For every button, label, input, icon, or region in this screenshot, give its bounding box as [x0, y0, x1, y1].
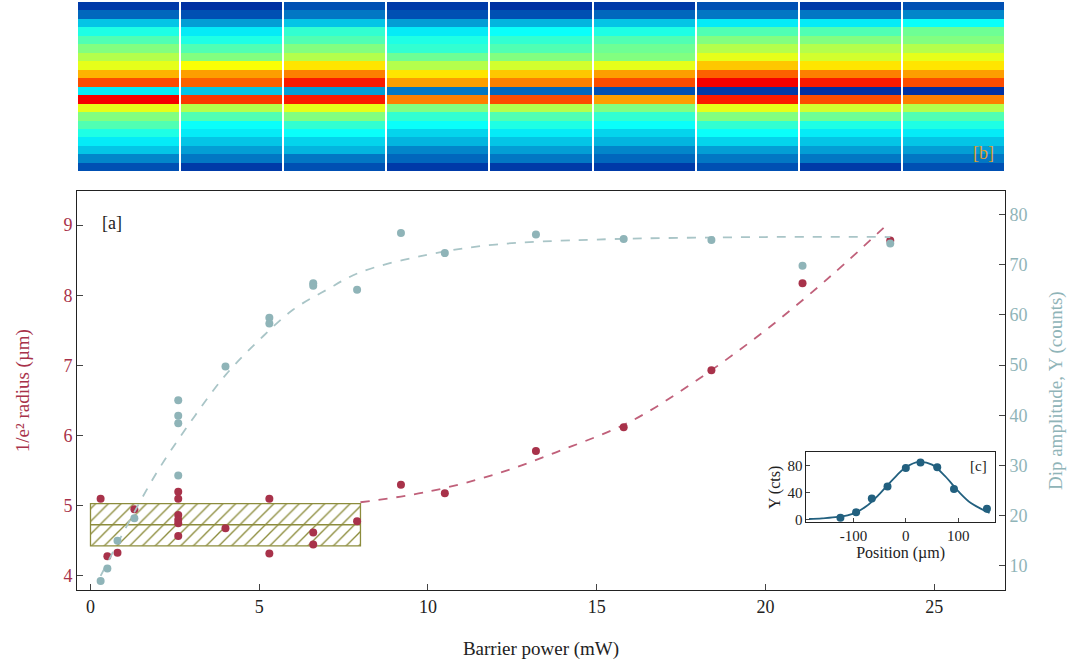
svg-text:5: 5	[63, 496, 72, 516]
svg-text:-100: -100	[840, 528, 868, 544]
svg-text:100: 100	[947, 528, 970, 544]
svg-text:Dip amplitude, Υ (counts): Dip amplitude, Υ (counts)	[1046, 291, 1068, 490]
svg-text:6: 6	[63, 426, 72, 446]
svg-text:0: 0	[795, 512, 803, 528]
svg-text:10: 10	[1010, 556, 1028, 576]
svg-text:80: 80	[1010, 205, 1028, 225]
svg-text:40: 40	[787, 485, 802, 501]
svg-text:[b]: [b]	[973, 143, 994, 163]
svg-text:Barrier power (mW): Barrier power (mW)	[463, 638, 619, 660]
svg-text:10: 10	[419, 597, 437, 617]
svg-text:Υ (cts): Υ (cts)	[766, 466, 784, 509]
svg-text:7: 7	[63, 356, 72, 376]
svg-text:1/e² radius (µm): 1/e² radius (µm)	[12, 329, 34, 452]
svg-text:30: 30	[1010, 456, 1028, 476]
svg-text:4: 4	[63, 566, 72, 586]
svg-text:8: 8	[63, 286, 72, 306]
svg-text:[a]: [a]	[102, 213, 122, 233]
svg-text:50: 50	[1010, 355, 1028, 375]
svg-text:0: 0	[902, 528, 910, 544]
svg-text:20: 20	[1010, 506, 1028, 526]
svg-text:Position (µm): Position (µm)	[856, 544, 945, 562]
svg-text:80: 80	[787, 458, 802, 474]
svg-text:5: 5	[255, 597, 264, 617]
svg-text:70: 70	[1010, 255, 1028, 275]
svg-text:0: 0	[86, 597, 95, 617]
svg-text:40: 40	[1010, 406, 1028, 426]
svg-text:[c]: [c]	[970, 458, 987, 474]
svg-text:20: 20	[756, 597, 774, 617]
svg-text:25: 25	[925, 597, 943, 617]
svg-text:9: 9	[63, 215, 72, 235]
svg-text:15: 15	[588, 597, 606, 617]
svg-text:60: 60	[1010, 305, 1028, 325]
